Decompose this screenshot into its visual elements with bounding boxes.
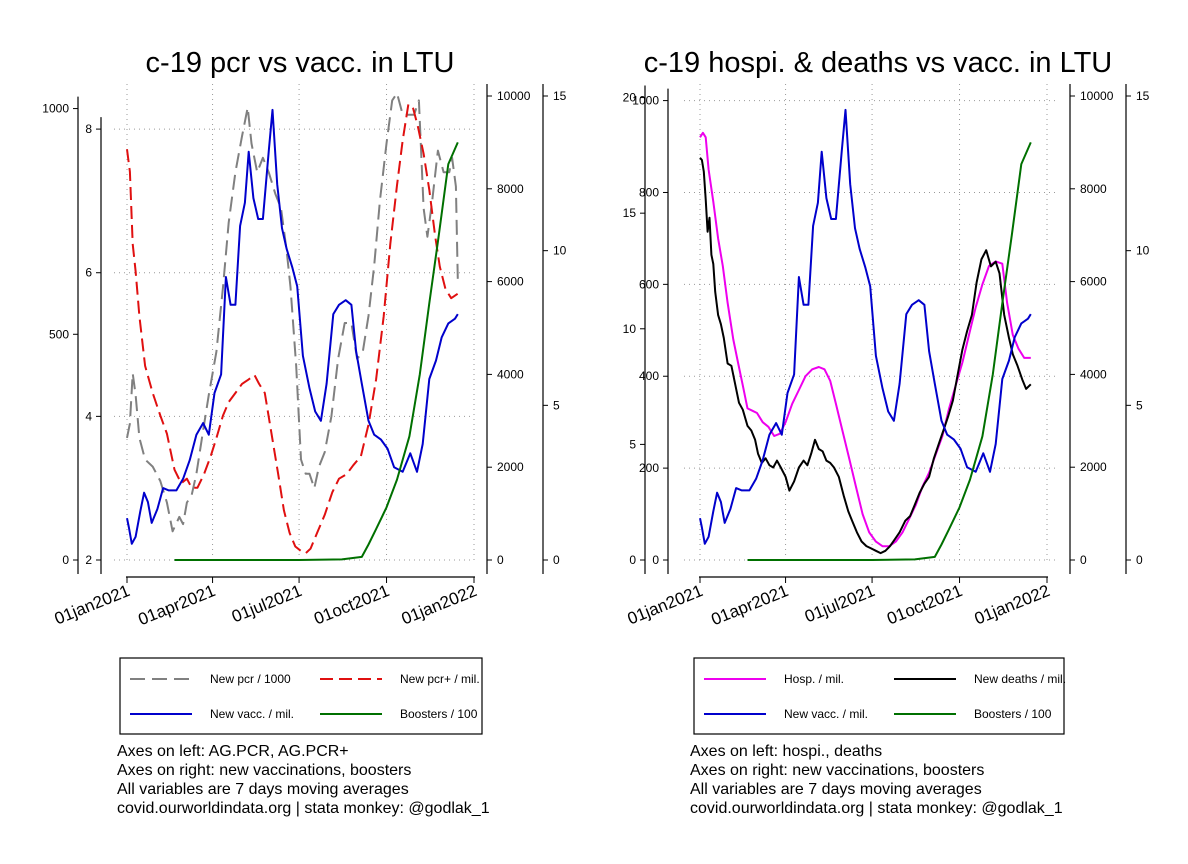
y-axis-left-inner: 2 4 6 8 bbox=[85, 117, 102, 574]
note-line: covid.ourworldindata.org | stata monkey:… bbox=[690, 800, 1063, 817]
y-tick-label: 0 bbox=[62, 553, 69, 567]
y-tick-label: 10000 bbox=[1080, 89, 1114, 103]
series-line-deaths bbox=[699, 157, 1032, 555]
y-tick-label: 0 bbox=[497, 553, 504, 567]
series-group bbox=[699, 108, 1032, 561]
chart-legend: Hosp. / mil. New deaths / mil. New vacc. /… bbox=[693, 657, 1066, 735]
y-tick-label: 2 bbox=[85, 553, 92, 567]
chart-legend: New pcr / 1000 New pcr+ / mil. New vacc. /… bbox=[119, 657, 483, 735]
y-axis-right-outer: 0 5 10 15 bbox=[1125, 84, 1150, 574]
y-tick-label: 4000 bbox=[1080, 367, 1107, 381]
x-tick-label: 01jan2022 bbox=[972, 581, 1053, 628]
legend-label: New vacc. / mil. bbox=[784, 707, 868, 721]
y-tick-label: 15 bbox=[1136, 89, 1150, 103]
y-tick-label: 10000 bbox=[497, 89, 531, 103]
chart-notes: Axes on left: AG.PCR, AG.PCR+ Axes on ri… bbox=[117, 742, 490, 818]
x-tick-label: 01apr2021 bbox=[709, 581, 792, 629]
note-line: Axes on right: new vaccinations, booster… bbox=[117, 762, 412, 779]
y-axis-right-inner: 0 2000 4000 6000 8000 10000 bbox=[486, 84, 531, 574]
series-group bbox=[126, 92, 459, 561]
legend-box bbox=[693, 657, 1065, 735]
grid-lines bbox=[684, 84, 1057, 564]
x-tick-label: 01jul2021 bbox=[229, 581, 304, 626]
series-line-boosters bbox=[747, 141, 1032, 561]
note-line: All variables are 7 days moving averages bbox=[117, 781, 409, 798]
series-line-pcr-pos bbox=[126, 103, 459, 555]
y-tick-label: 800 bbox=[639, 185, 659, 199]
legend-box bbox=[119, 657, 483, 735]
legend-label: New pcr / 1000 bbox=[210, 672, 291, 686]
y-tick-label: 20 bbox=[623, 91, 637, 105]
chart-panel-hosp: c-19 hospi. & deaths vs vacc. in LTU 0 5 10… bbox=[594, 0, 1188, 864]
legend-label: New deaths / mil. bbox=[974, 672, 1066, 686]
y-axis-right-outer: 0 5 10 15 bbox=[542, 84, 567, 574]
chart-title: c-19 pcr vs vacc. in LTU bbox=[146, 47, 455, 79]
y-tick-label: 200 bbox=[639, 461, 659, 475]
note-line: Axes on left: hospi., deaths bbox=[690, 743, 883, 760]
chart-panel-pcr: c-19 pcr vs vacc. in LTU 0 500 1000 2 4 6 8 0 200… bbox=[42, 47, 567, 818]
series-line-boosters bbox=[174, 141, 459, 561]
series-line-pcr bbox=[126, 92, 459, 533]
legend-label: Boosters / 100 bbox=[400, 707, 478, 721]
chart-notes: Axes on left: hospi., deaths Axes on rig… bbox=[690, 742, 1063, 818]
y-tick-label: 5 bbox=[553, 398, 560, 412]
legend-label: New vacc. / mil. bbox=[210, 707, 294, 721]
y-tick-label: 400 bbox=[639, 369, 659, 383]
x-tick-label: 01jan2022 bbox=[399, 581, 480, 628]
y-tick-label: 4 bbox=[85, 409, 92, 423]
y-tick-label: 6000 bbox=[497, 275, 524, 289]
y-tick-label: 0 bbox=[629, 553, 636, 567]
y-tick-label: 600 bbox=[639, 277, 659, 291]
x-tick-label: 01oct2021 bbox=[884, 581, 965, 628]
y-tick-label: 0 bbox=[553, 553, 560, 567]
note-line: All variables are 7 days moving averages bbox=[690, 781, 982, 798]
note-line: Axes on right: new vaccinations, booster… bbox=[690, 762, 985, 779]
y-axis-left-inner: 0 200 400 600 800 1000 bbox=[632, 88, 669, 574]
x-axis: 01jan2021 01apr2021 01jul2021 01oct2021 01ja… bbox=[625, 576, 1053, 629]
y-tick-label: 0 bbox=[1080, 553, 1087, 567]
y-tick-label: 5 bbox=[1136, 398, 1143, 412]
y-tick-label: 10 bbox=[553, 244, 567, 258]
chart-svg-pcr: c-19 pcr vs vacc. in LTU 0 500 1000 2 4 6 8 0 200… bbox=[42, 47, 567, 735]
y-tick-label: 500 bbox=[49, 327, 69, 341]
x-tick-label: 01jan2021 bbox=[52, 581, 133, 628]
y-tick-label: 8000 bbox=[1080, 182, 1107, 196]
legend-label: Hosp. / mil. bbox=[784, 672, 844, 686]
y-tick-label: 8000 bbox=[497, 182, 524, 196]
y-axis-right-inner: 0 2000 4000 6000 8000 10000 bbox=[1069, 84, 1114, 574]
y-tick-label: 2000 bbox=[1080, 460, 1107, 474]
x-tick-label: 01oct2021 bbox=[311, 581, 392, 628]
y-tick-label: 6 bbox=[85, 266, 92, 280]
chart-svg-hosp: c-19 hospi. & deaths vs vacc. in LTU 0 5 10… bbox=[623, 47, 1150, 735]
y-tick-label: 10 bbox=[1136, 244, 1150, 258]
y-tick-label: 0 bbox=[1136, 553, 1143, 567]
x-axis: 01jan2021 01apr2021 01jul2021 01oct2021 01ja… bbox=[52, 576, 480, 629]
series-line-hosp bbox=[699, 131, 1031, 548]
y-tick-label: 0 bbox=[652, 553, 659, 567]
note-line: covid.ourworldindata.org | stata monkey:… bbox=[117, 800, 490, 817]
y-tick-label: 15 bbox=[553, 89, 567, 103]
y-tick-label: 8 bbox=[85, 122, 92, 136]
chart-title: c-19 hospi. & deaths vs vacc. in LTU bbox=[644, 47, 1113, 79]
series-line-vacc bbox=[126, 108, 459, 545]
y-axis-left-outer: 0 500 1000 bbox=[42, 96, 79, 574]
y-tick-label: 10 bbox=[623, 322, 637, 336]
y-tick-label: 4000 bbox=[497, 367, 524, 381]
x-tick-label: 01jul2021 bbox=[802, 581, 877, 626]
y-tick-label: 15 bbox=[623, 206, 637, 220]
note-line: Axes on left: AG.PCR, AG.PCR+ bbox=[117, 743, 349, 760]
y-tick-label: 1000 bbox=[632, 94, 659, 108]
y-tick-label: 1000 bbox=[42, 102, 69, 116]
series-line-vacc bbox=[699, 108, 1032, 545]
y-tick-label: 5 bbox=[629, 437, 636, 451]
legend-label: New pcr+ / mil. bbox=[400, 672, 480, 686]
x-tick-label: 01apr2021 bbox=[136, 581, 219, 629]
legend-label: Boosters / 100 bbox=[974, 707, 1052, 721]
y-tick-label: 2000 bbox=[497, 460, 524, 474]
x-tick-label: 01jan2021 bbox=[625, 581, 706, 628]
y-axis-left-outer: 0 5 10 15 20 bbox=[623, 85, 646, 574]
y-tick-label: 6000 bbox=[1080, 275, 1107, 289]
